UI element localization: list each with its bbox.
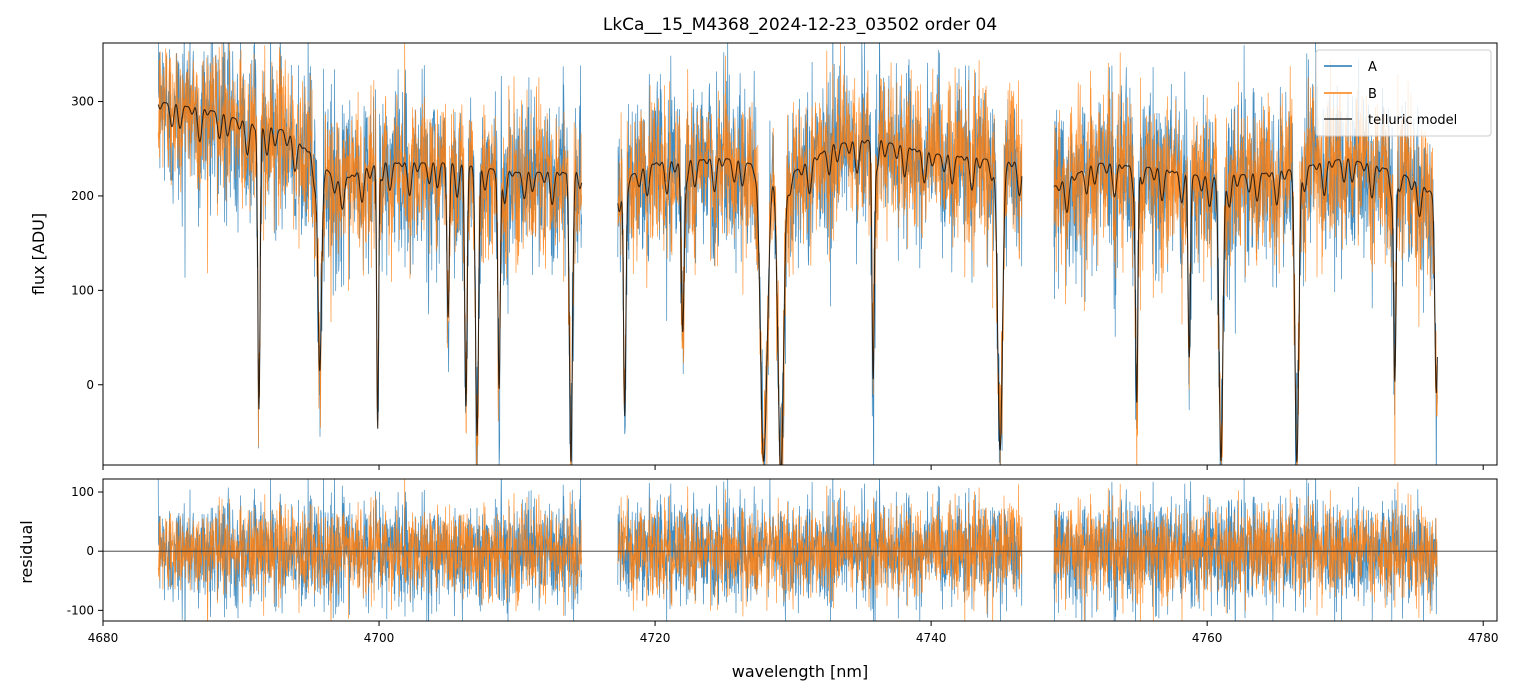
residual-b-line-segment-1 <box>617 484 1023 621</box>
residual-b-line-segment-0 <box>157 479 583 621</box>
residual-y-axis: -100 0 100 <box>67 485 103 617</box>
residual-a-line-segment-1 <box>617 479 1023 621</box>
series-a-line-segment-1 <box>617 43 1023 465</box>
telluric-model-line-segment-0 <box>157 102 583 462</box>
residual-plot-area <box>103 479 1497 621</box>
telluric-model-line-segment-2 <box>1053 158 1438 463</box>
x-tick-label: 4780 <box>1468 631 1499 645</box>
residual-b-line-segment-2 <box>1053 482 1438 621</box>
y-tick-label: 100 <box>71 283 94 297</box>
y-tick-label: 300 <box>71 95 94 109</box>
flux-y-axis-label: flux [ADU] <box>29 213 48 295</box>
residual-y-axis-label: residual <box>17 520 36 583</box>
series-b-line-segment-2 <box>1053 52 1438 465</box>
y-tick-label: -100 <box>67 603 94 617</box>
y-tick-label: 100 <box>71 485 94 499</box>
chart-title: LkCa__15_M4368_2024-12-23_03502 order 04 <box>603 15 997 35</box>
y-tick-label: 200 <box>71 189 94 203</box>
flux-axes-frame <box>102 42 1498 466</box>
series-b-line-segment-1 <box>617 43 1023 465</box>
y-tick-label: 0 <box>86 544 94 558</box>
x-axis-label: wavelength [nm] <box>732 662 869 681</box>
legend: A B telluric model <box>1315 49 1492 137</box>
y-tick-label: 0 <box>86 378 94 392</box>
x-tick-label: 4720 <box>640 631 671 645</box>
flux-x-axis <box>102 465 1484 470</box>
residual-axes-frame <box>102 478 1498 622</box>
telluric-model-line-segment-1 <box>617 139 1023 465</box>
legend-label-b: B <box>1368 87 1377 102</box>
x-tick-label: 4760 <box>1192 631 1223 645</box>
series-b-line-segment-0 <box>157 43 583 465</box>
x-tick-label: 4740 <box>916 631 947 645</box>
legend-label-a: A <box>1368 60 1377 75</box>
flux-y-axis: 0 100 200 300 <box>71 95 103 392</box>
x-tick-label: 4700 <box>364 631 395 645</box>
x-tick-label: 4680 <box>88 631 119 645</box>
legend-label-telluric: telluric model <box>1368 113 1457 128</box>
flux-plot-area <box>157 43 1438 465</box>
legend-box <box>1315 49 1492 137</box>
residual-x-axis: 4680 4700 4720 4740 4760 4780 <box>88 621 1499 645</box>
